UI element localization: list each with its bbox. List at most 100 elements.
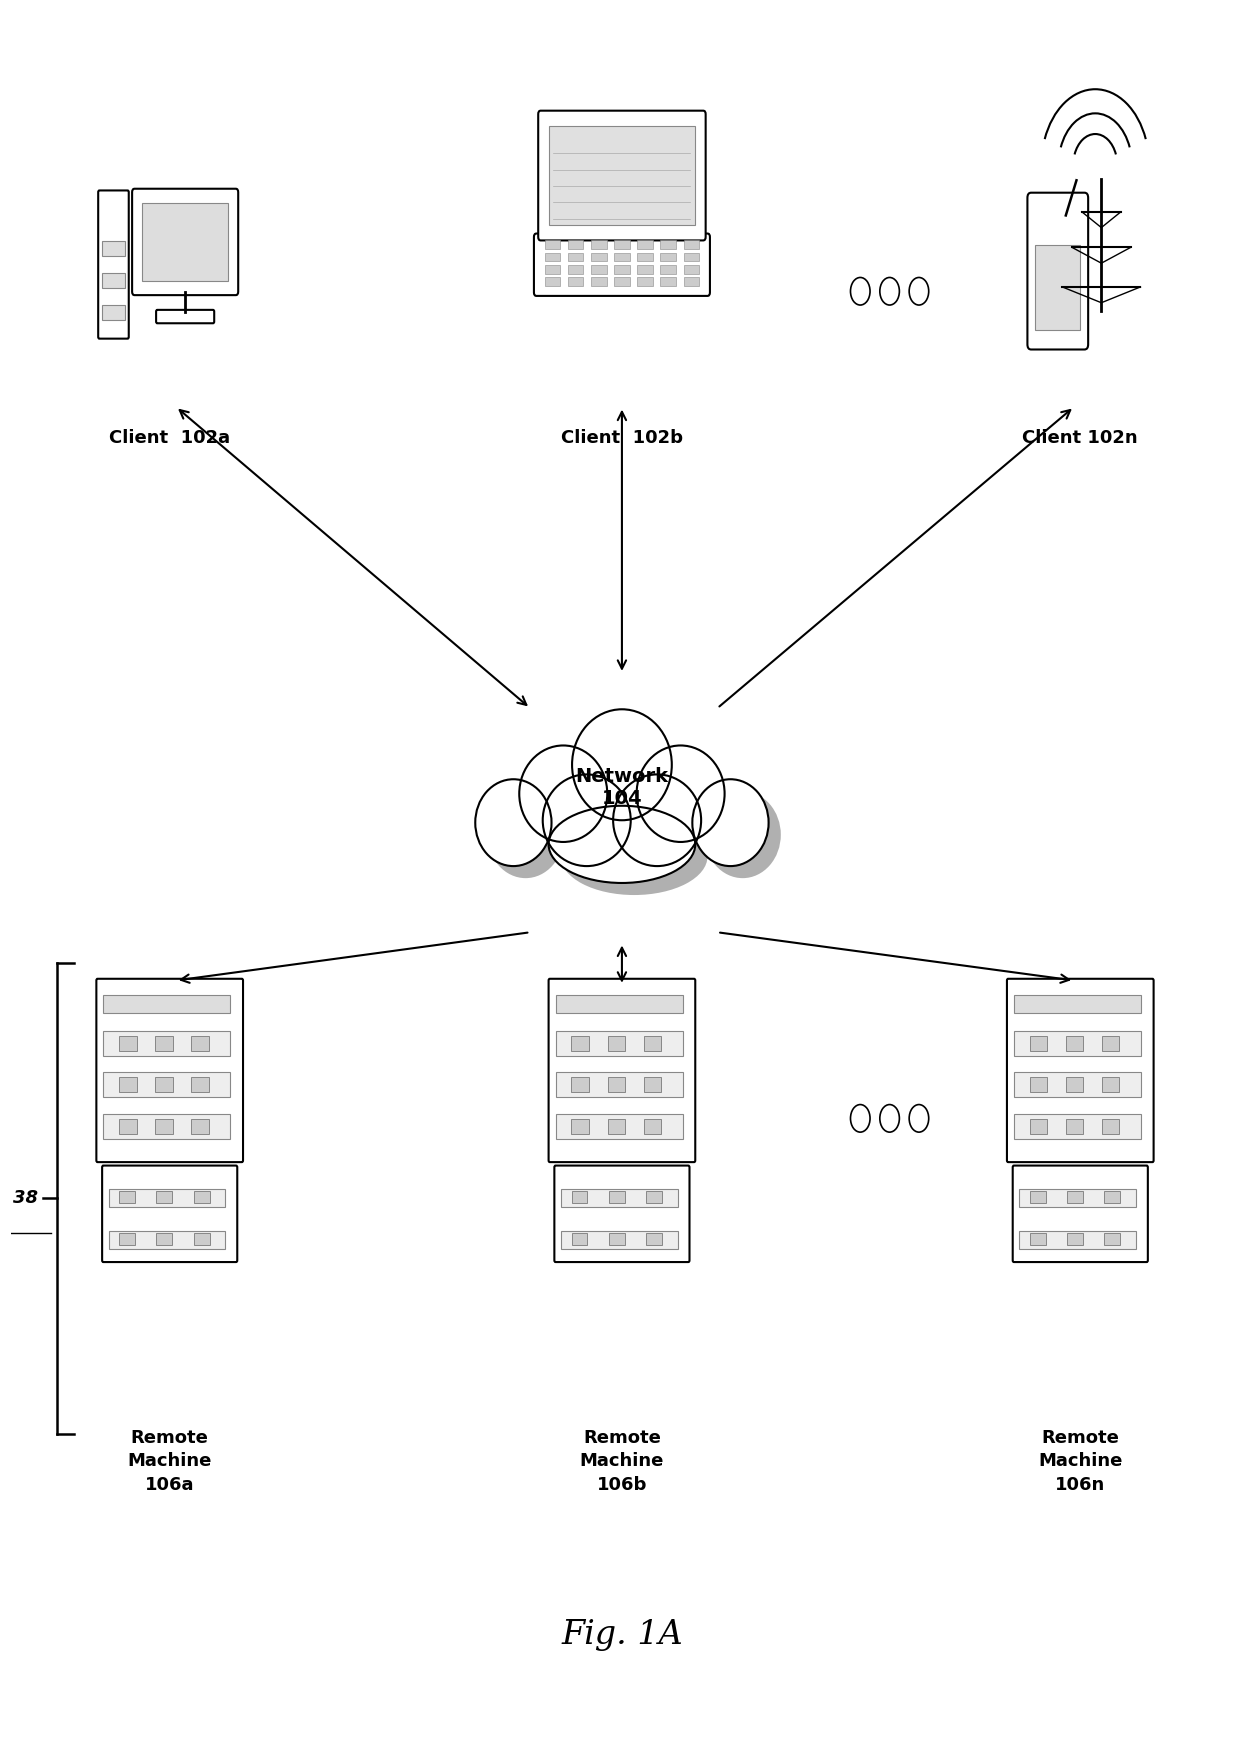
Text: Network
104: Network 104 bbox=[575, 768, 668, 808]
Bar bbox=[591, 276, 606, 287]
Bar bbox=[1014, 1072, 1141, 1098]
Bar bbox=[560, 1230, 677, 1249]
Bar bbox=[1030, 1192, 1045, 1202]
Bar bbox=[1066, 1119, 1084, 1134]
Bar bbox=[556, 1072, 682, 1098]
Bar bbox=[141, 203, 228, 281]
FancyBboxPatch shape bbox=[133, 189, 238, 295]
Bar bbox=[608, 1119, 625, 1134]
Bar bbox=[556, 1113, 682, 1139]
Bar bbox=[1019, 1230, 1136, 1249]
Bar bbox=[1014, 1030, 1141, 1056]
Bar bbox=[1014, 1113, 1141, 1139]
Bar bbox=[193, 1233, 210, 1244]
Bar bbox=[102, 306, 125, 320]
Bar bbox=[1066, 1035, 1084, 1051]
FancyBboxPatch shape bbox=[538, 111, 706, 240]
Bar bbox=[1035, 245, 1080, 330]
Bar bbox=[191, 1077, 208, 1093]
Circle shape bbox=[880, 1105, 899, 1133]
Circle shape bbox=[880, 278, 899, 306]
Bar bbox=[1066, 1233, 1083, 1244]
Bar bbox=[644, 1119, 661, 1134]
Bar bbox=[609, 1192, 625, 1202]
Bar bbox=[637, 264, 652, 274]
Text: Client  102b: Client 102b bbox=[560, 429, 683, 446]
Bar bbox=[119, 1077, 136, 1093]
FancyBboxPatch shape bbox=[554, 1166, 689, 1263]
Bar bbox=[591, 252, 606, 261]
Bar bbox=[644, 1077, 661, 1093]
Text: Client 102n: Client 102n bbox=[1023, 429, 1138, 446]
Text: Client  102a: Client 102a bbox=[109, 429, 231, 446]
FancyBboxPatch shape bbox=[1007, 978, 1153, 1162]
Bar bbox=[614, 240, 630, 248]
Bar bbox=[103, 995, 231, 1013]
Bar bbox=[1104, 1233, 1120, 1244]
Bar bbox=[572, 1119, 589, 1134]
Ellipse shape bbox=[704, 792, 781, 879]
Bar bbox=[609, 1233, 625, 1244]
Bar bbox=[683, 252, 699, 261]
Bar bbox=[591, 240, 606, 248]
Bar bbox=[661, 252, 676, 261]
Bar bbox=[156, 1233, 172, 1244]
Text: Remote
Machine
106n: Remote Machine 106n bbox=[1038, 1428, 1122, 1494]
Bar bbox=[608, 1035, 625, 1051]
Bar bbox=[614, 252, 630, 261]
Ellipse shape bbox=[692, 780, 769, 867]
Bar bbox=[544, 276, 560, 287]
Text: Fig. 1A: Fig. 1A bbox=[560, 1619, 683, 1652]
FancyBboxPatch shape bbox=[156, 309, 215, 323]
Ellipse shape bbox=[625, 787, 713, 879]
FancyBboxPatch shape bbox=[548, 978, 696, 1162]
Bar bbox=[193, 1192, 210, 1202]
Bar bbox=[119, 1233, 135, 1244]
Bar bbox=[191, 1035, 208, 1051]
Ellipse shape bbox=[560, 818, 708, 895]
Bar bbox=[637, 276, 652, 287]
Bar bbox=[1029, 1035, 1047, 1051]
Ellipse shape bbox=[556, 787, 644, 879]
Circle shape bbox=[909, 278, 929, 306]
Bar bbox=[1102, 1035, 1120, 1051]
Text: Remote
Machine
106a: Remote Machine 106a bbox=[128, 1428, 212, 1494]
Bar bbox=[156, 1192, 172, 1202]
Bar bbox=[646, 1233, 662, 1244]
Bar bbox=[644, 1035, 661, 1051]
Bar bbox=[572, 1233, 588, 1244]
Ellipse shape bbox=[613, 775, 701, 867]
Bar bbox=[103, 1072, 231, 1098]
Bar bbox=[614, 276, 630, 287]
Bar bbox=[637, 252, 652, 261]
Bar bbox=[572, 1192, 588, 1202]
FancyBboxPatch shape bbox=[102, 1166, 237, 1263]
Bar bbox=[572, 1035, 589, 1051]
Bar bbox=[1030, 1233, 1045, 1244]
Bar bbox=[646, 1192, 662, 1202]
Bar bbox=[155, 1077, 172, 1093]
FancyBboxPatch shape bbox=[98, 191, 129, 339]
Bar bbox=[102, 273, 125, 288]
FancyBboxPatch shape bbox=[1028, 193, 1089, 349]
Bar bbox=[1102, 1119, 1120, 1134]
Bar bbox=[549, 127, 694, 224]
Bar bbox=[556, 995, 682, 1013]
Bar bbox=[544, 252, 560, 261]
Circle shape bbox=[851, 1105, 870, 1133]
Bar bbox=[661, 276, 676, 287]
Bar bbox=[1104, 1192, 1120, 1202]
Bar bbox=[191, 1119, 208, 1134]
FancyBboxPatch shape bbox=[534, 233, 711, 295]
Bar bbox=[608, 1077, 625, 1093]
Bar bbox=[591, 264, 606, 274]
Ellipse shape bbox=[520, 745, 608, 842]
Bar bbox=[109, 1188, 226, 1207]
Bar bbox=[544, 240, 560, 248]
FancyBboxPatch shape bbox=[1013, 1166, 1148, 1263]
Text: Remote
Machine
106b: Remote Machine 106b bbox=[580, 1428, 665, 1494]
Bar bbox=[119, 1119, 136, 1134]
FancyBboxPatch shape bbox=[97, 978, 243, 1162]
Bar bbox=[544, 264, 560, 274]
Bar bbox=[661, 264, 676, 274]
